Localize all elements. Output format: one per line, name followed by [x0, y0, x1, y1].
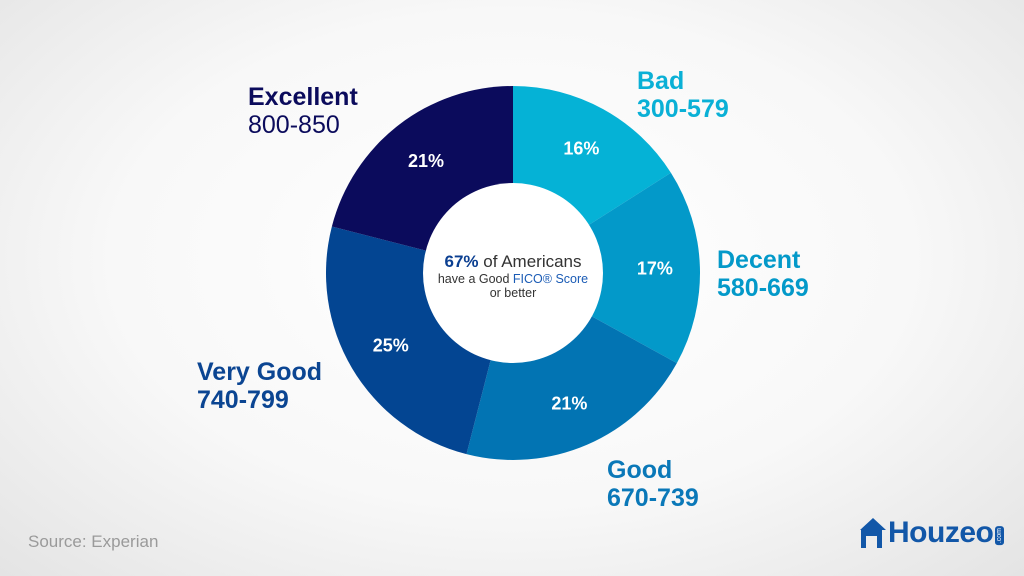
label-good-range: 670-739: [607, 483, 699, 512]
fico-score-text: FICO® Score: [512, 272, 589, 286]
label-bad-range: 300-579: [637, 94, 729, 123]
label-very-good: Very Good 740-799: [197, 358, 323, 414]
label-decent-range: 580-669: [717, 273, 809, 302]
center-line3: or better: [489, 286, 537, 300]
center-line1: of Americans: [478, 252, 582, 271]
label-good: Good 670-739: [607, 456, 699, 512]
label-very-good-name: Very Good: [197, 358, 323, 386]
label-bad-name: Bad: [637, 67, 685, 95]
slice-percent-label: 21%: [551, 393, 587, 413]
slice-percent-label: 21%: [408, 151, 444, 171]
label-excellent: Excellent 800-850: [248, 83, 358, 139]
center-line2: have a Good: [437, 272, 513, 286]
label-decent: Decent 580-669: [717, 246, 809, 302]
slice-percent-label: 17%: [637, 259, 673, 279]
label-excellent-name: Excellent: [248, 83, 358, 111]
donut-hole: [423, 183, 603, 363]
center-annotation: 67% of Americans have a Good FICO® Score…: [423, 252, 603, 300]
logo-text: Houzeo: [888, 516, 994, 549]
slice-percent-label: 16%: [563, 139, 599, 159]
label-good-name: Good: [607, 456, 673, 484]
logo-suffix: .com: [995, 525, 1005, 545]
source-note: Source: Experian: [28, 532, 159, 551]
house-icon: [860, 518, 886, 548]
slice-percent-label: 25%: [373, 335, 409, 355]
label-bad: Bad 300-579: [637, 67, 729, 123]
center-highlight: 67%: [444, 252, 479, 271]
label-decent-name: Decent: [717, 246, 801, 274]
houzeo-logo: Houzeo .com: [858, 514, 1005, 549]
slice-decent: [513, 172, 700, 364]
label-excellent-range: 800-850: [248, 110, 340, 139]
label-very-good-range: 740-799: [197, 385, 289, 414]
